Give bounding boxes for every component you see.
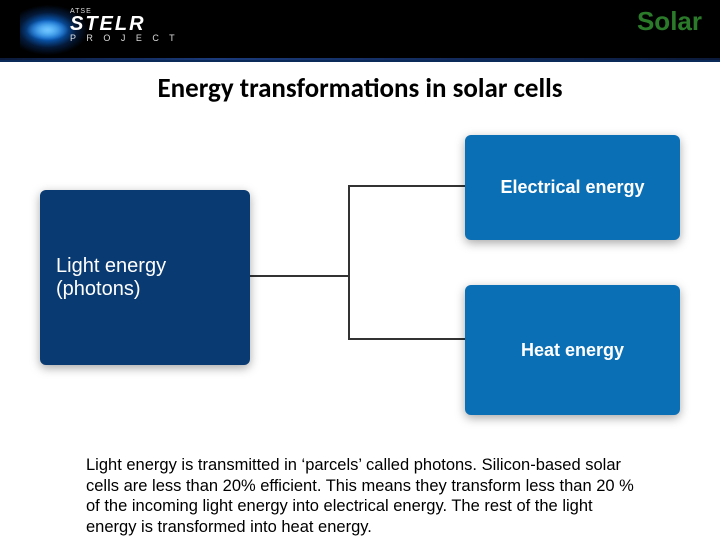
header-topic-label: Solar xyxy=(637,6,702,37)
header-underline xyxy=(0,58,720,60)
slide-title: Energy transformations in solar cells xyxy=(0,72,720,105)
connector-vertical xyxy=(348,185,350,340)
logo-area: ATSE STELR P R O J E C T xyxy=(20,5,90,55)
output-box-electrical: Electrical energy xyxy=(465,135,680,240)
logo-sub-text: P R O J E C T xyxy=(70,33,179,43)
output-box-heat: Heat energy xyxy=(465,285,680,415)
input-box-light-energy: Light energy (photons) xyxy=(40,190,250,365)
logo-main-text: STELR xyxy=(70,15,179,33)
connector-bottom xyxy=(348,338,465,340)
slide-header: ATSE STELR P R O J E C T Solar xyxy=(0,0,720,62)
input-box-line2: (photons) xyxy=(56,278,234,301)
energy-flow-diagram: Light energy (photons) Electrical energy… xyxy=(40,135,680,415)
connector-top xyxy=(348,185,465,187)
input-box-line1: Light energy xyxy=(56,255,234,278)
output-bottom-label: Heat energy xyxy=(521,340,624,361)
body-paragraph: Light energy is transmitted in ‘parcels’… xyxy=(86,455,646,538)
output-top-label: Electrical energy xyxy=(500,177,644,198)
connector-main xyxy=(250,275,350,277)
logo-small-text: ATSE xyxy=(70,8,179,15)
logo-text: ATSE STELR P R O J E C T xyxy=(70,8,179,43)
